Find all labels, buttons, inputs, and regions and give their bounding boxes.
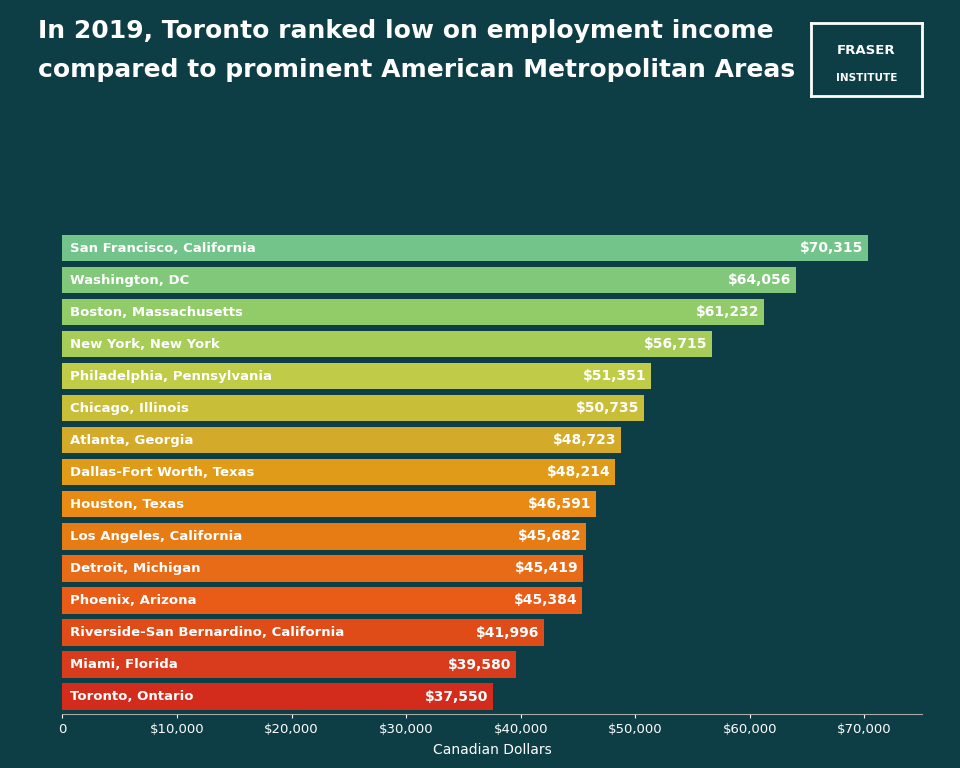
Bar <box>62 363 651 389</box>
Bar <box>62 620 543 646</box>
Text: $61,232: $61,232 <box>696 305 759 319</box>
Text: $50,735: $50,735 <box>576 401 639 415</box>
Text: Washington, DC: Washington, DC <box>70 273 190 286</box>
Text: Houston, Texas: Houston, Texas <box>70 498 184 511</box>
Text: Atlanta, Georgia: Atlanta, Georgia <box>70 434 194 447</box>
Text: $56,715: $56,715 <box>644 337 708 351</box>
Text: $64,056: $64,056 <box>729 273 792 287</box>
X-axis label: Canadian Dollars: Canadian Dollars <box>433 743 551 757</box>
Text: Los Angeles, California: Los Angeles, California <box>70 530 243 543</box>
Text: Detroit, Michigan: Detroit, Michigan <box>70 562 201 575</box>
Text: $37,550: $37,550 <box>424 690 488 703</box>
Bar <box>62 395 643 422</box>
Text: Chicago, Illinois: Chicago, Illinois <box>70 402 189 415</box>
Text: $39,580: $39,580 <box>448 657 512 671</box>
Text: Phoenix, Arizona: Phoenix, Arizona <box>70 594 197 607</box>
Text: $45,419: $45,419 <box>515 561 578 575</box>
Bar <box>62 331 712 357</box>
Text: In 2019, Toronto ranked low on employment income: In 2019, Toronto ranked low on employmen… <box>38 19 774 43</box>
Bar <box>62 588 583 614</box>
Text: $51,351: $51,351 <box>583 369 646 383</box>
Text: Boston, Massachusetts: Boston, Massachusetts <box>70 306 243 319</box>
Bar <box>62 427 620 453</box>
Bar <box>62 651 516 677</box>
Text: $45,682: $45,682 <box>517 529 581 544</box>
Bar <box>62 523 586 550</box>
Bar <box>62 684 492 710</box>
Bar <box>62 267 796 293</box>
Text: New York, New York: New York, New York <box>70 338 220 351</box>
Bar <box>62 235 868 261</box>
Text: $41,996: $41,996 <box>475 625 539 640</box>
Text: $45,384: $45,384 <box>515 594 578 607</box>
Bar <box>62 459 614 485</box>
Text: $48,214: $48,214 <box>546 465 611 479</box>
Text: Dallas-Fort Worth, Texas: Dallas-Fort Worth, Texas <box>70 466 254 478</box>
Text: Philadelphia, Pennsylvania: Philadelphia, Pennsylvania <box>70 369 273 382</box>
Text: compared to prominent American Metropolitan Areas: compared to prominent American Metropoli… <box>38 58 796 81</box>
Text: FRASER: FRASER <box>837 45 896 58</box>
Text: $46,591: $46,591 <box>528 498 591 511</box>
Text: Miami, Florida: Miami, Florida <box>70 658 179 671</box>
Bar <box>62 555 583 581</box>
Text: Riverside-San Bernardino, California: Riverside-San Bernardino, California <box>70 626 345 639</box>
Text: $70,315: $70,315 <box>800 241 863 255</box>
Bar <box>62 492 596 518</box>
Bar <box>62 299 764 325</box>
Text: INSTITUTE: INSTITUTE <box>836 73 897 83</box>
Text: Toronto, Ontario: Toronto, Ontario <box>70 690 194 703</box>
Text: San Francisco, California: San Francisco, California <box>70 241 256 254</box>
Text: $48,723: $48,723 <box>553 433 616 447</box>
